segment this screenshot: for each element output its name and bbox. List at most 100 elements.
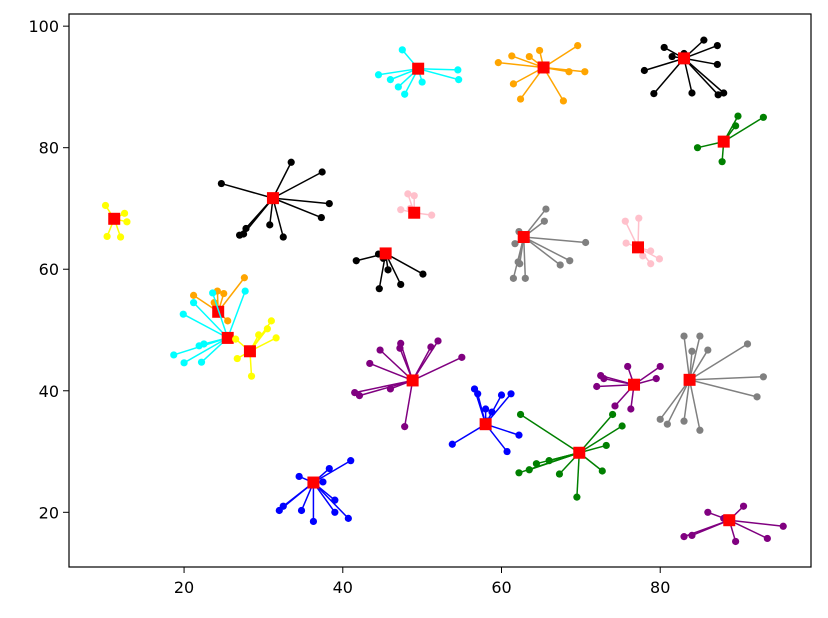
- cluster-1-point-7: [455, 76, 463, 84]
- cluster-16-point-8: [448, 440, 456, 448]
- cluster-12-point-0: [232, 335, 240, 343]
- cluster-10: [189, 274, 248, 325]
- cluster-0-point-1: [120, 209, 129, 217]
- cluster-13-point-8: [458, 353, 466, 361]
- cluster-14-point-5: [627, 405, 635, 413]
- cluster-15-link-7: [688, 379, 701, 431]
- cluster-3-point-4: [700, 36, 708, 44]
- cluster-2-point-0: [494, 59, 502, 67]
- cluster-18-point-5: [347, 457, 355, 465]
- cluster-7-center: [379, 247, 392, 260]
- cluster-1-point-5: [418, 78, 426, 86]
- cluster-6-point-3: [428, 211, 436, 219]
- x-tick-label-1: 40: [333, 578, 353, 597]
- cluster-8-point-8: [509, 274, 518, 282]
- cluster-5-point-5: [279, 233, 287, 241]
- cluster-4-point-4: [759, 113, 767, 121]
- cluster-13-point-6: [427, 343, 435, 351]
- cluster-8-point-2: [540, 217, 548, 225]
- cluster-15-link-2: [688, 335, 701, 381]
- clusters-layer: [101, 36, 787, 546]
- cluster-3-link-8: [683, 57, 725, 94]
- cluster-5-point-8: [239, 230, 248, 238]
- cluster-18-point-8: [344, 514, 352, 522]
- cluster-3-point-10: [650, 90, 658, 98]
- cluster-1-point-0: [398, 46, 406, 54]
- cluster-12-point-4: [272, 334, 280, 342]
- cluster-17-point-10: [602, 441, 610, 450]
- x-tick-label-2: 60: [491, 578, 511, 597]
- cluster-3-point-1: [660, 43, 668, 52]
- cluster-7-point-4: [375, 285, 383, 293]
- cluster-9-point-2: [647, 247, 655, 255]
- cluster-11-point-5: [197, 358, 206, 366]
- cluster-8-point-1: [542, 205, 550, 213]
- cluster-17-link-6: [576, 452, 581, 498]
- cluster-10-point-2: [240, 274, 248, 282]
- cluster-16-point-2: [482, 405, 490, 413]
- cluster-12-point-2: [263, 325, 271, 333]
- cluster-12-center: [243, 345, 256, 358]
- cluster-18-point-2: [295, 472, 303, 481]
- cluster-3-point-6: [713, 60, 721, 69]
- cluster-13-point-3: [376, 346, 384, 354]
- cluster-8: [509, 205, 590, 282]
- cluster-9-point-0: [621, 217, 629, 225]
- cluster-17-point-8: [609, 410, 617, 419]
- cluster-3-point-8: [720, 89, 728, 97]
- plot-frame: [68, 13, 812, 568]
- cluster-0-point-4: [116, 233, 125, 241]
- cluster-7-point-3: [384, 266, 392, 274]
- cluster-5-point-1: [287, 158, 295, 166]
- cluster-16-point-3: [488, 408, 496, 416]
- cluster-18-link-5: [313, 460, 352, 484]
- cluster-11-point-6: [180, 359, 188, 367]
- cluster-15-link-8: [683, 379, 691, 422]
- cluster-14: [593, 362, 664, 413]
- cluster-19-point-3: [739, 502, 748, 510]
- cluster-6-point-1: [404, 190, 412, 198]
- cluster-19-point-6: [732, 537, 740, 546]
- cluster-14-link-1: [596, 383, 635, 388]
- cluster-1-center: [412, 62, 425, 75]
- cluster-0: [101, 201, 131, 241]
- cluster-17-link-9: [578, 425, 623, 454]
- cluster-3: [640, 36, 728, 99]
- cluster-8-point-5: [556, 261, 564, 269]
- cluster-6-point-2: [410, 192, 418, 200]
- cluster-5-point-0: [217, 179, 225, 188]
- cluster-13-link-1: [359, 379, 413, 397]
- cluster-2-center: [537, 61, 550, 74]
- cluster-1-link-6: [418, 67, 458, 71]
- cluster-0-point-0: [101, 201, 110, 210]
- cluster-15-point-10: [663, 420, 671, 428]
- cluster-11-point-0: [179, 310, 187, 318]
- y-tick-label-0: 20: [39, 503, 59, 522]
- cluster-6: [397, 190, 436, 219]
- cluster-10-point-0: [189, 291, 198, 299]
- cluster-7-link-6: [385, 252, 424, 275]
- cluster-8-point-6: [521, 274, 529, 282]
- cluster-5-point-2: [318, 168, 326, 176]
- cluster-12-point-5: [247, 372, 256, 380]
- cluster-5-link-5: [272, 197, 284, 238]
- cluster-17-point-5: [555, 470, 564, 478]
- cluster-17-point-1: [545, 457, 553, 465]
- cluster-17-point-9: [618, 422, 626, 430]
- cluster-18-point-1: [275, 506, 283, 515]
- cluster-13-point-10: [386, 385, 395, 393]
- cluster-15-link-6: [689, 379, 758, 398]
- cluster-13-point-9: [401, 423, 409, 431]
- cluster-14-point-7: [600, 375, 608, 383]
- cluster-3-center: [678, 52, 691, 65]
- cluster-17: [515, 410, 626, 501]
- cluster-2-point-9: [509, 80, 518, 88]
- cluster-16-point-1: [474, 390, 482, 398]
- cluster-15-link-10: [666, 379, 691, 425]
- cluster-14-point-3: [652, 375, 660, 383]
- cluster-15-point-5: [759, 373, 767, 381]
- cluster-3-point-0: [640, 66, 648, 75]
- x-tick-label-3: 80: [650, 578, 670, 597]
- cluster-16-center: [479, 418, 492, 431]
- cluster-9-point-5: [639, 252, 647, 260]
